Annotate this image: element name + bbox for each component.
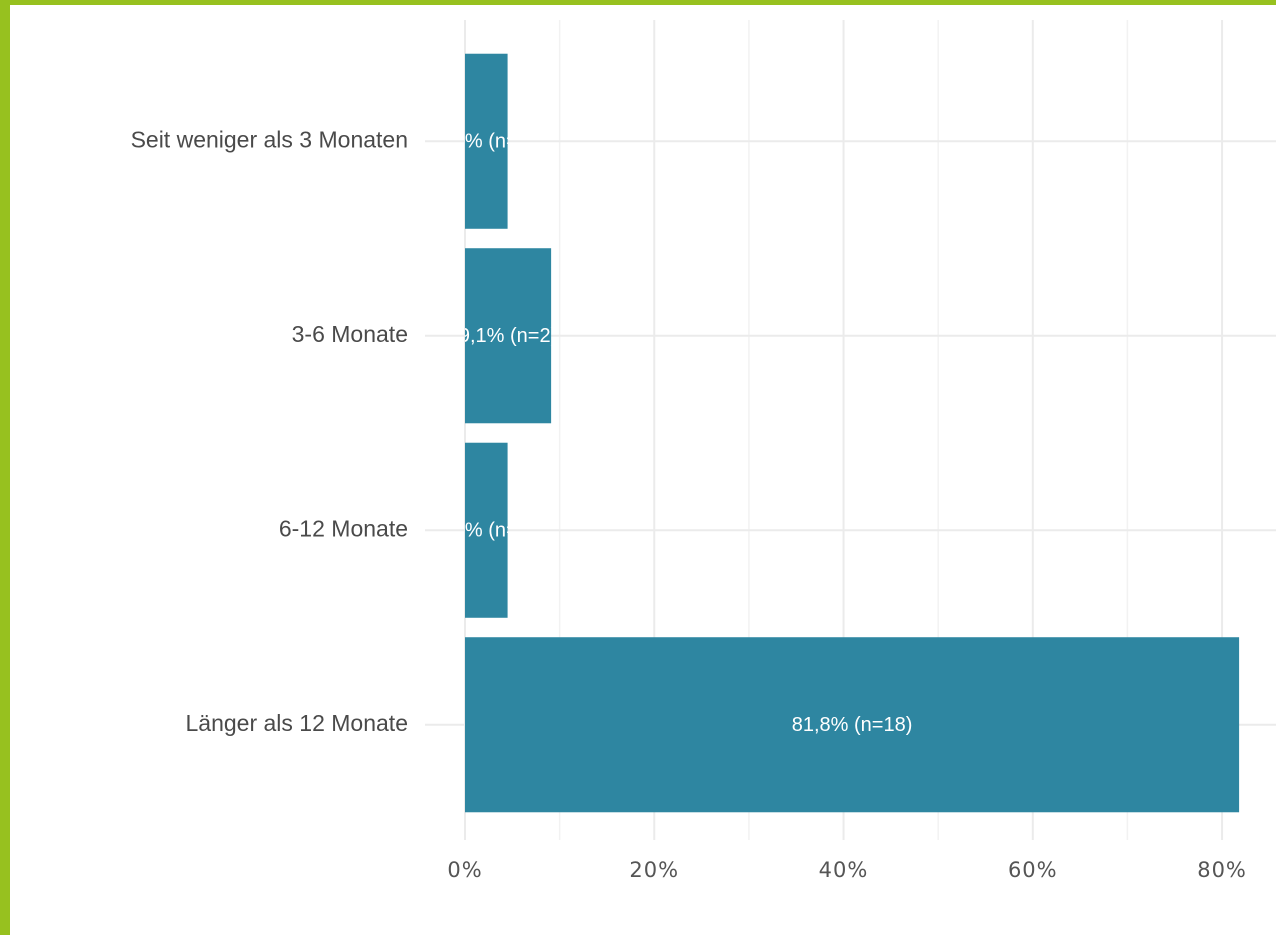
value-label: 9,1% (n=2) xyxy=(459,325,557,347)
bar xyxy=(465,442,508,618)
y-tick-label: Seit weniger als 3 Monaten xyxy=(131,126,408,152)
x-tick-label: 60% xyxy=(1008,858,1058,882)
x-tick-label: 0% xyxy=(447,858,482,882)
x-tick-label: 20% xyxy=(629,858,679,882)
bar xyxy=(465,53,508,229)
x-tick-label: 80% xyxy=(1197,858,1247,882)
top-border xyxy=(0,0,1276,5)
x-tick-label: 40% xyxy=(819,858,869,882)
value-label: 4,5% (n=1) xyxy=(437,131,535,153)
bar xyxy=(465,248,552,424)
y-tick-label: 6-12 Monate xyxy=(279,515,408,541)
y-tick-label: 3-6 Monate xyxy=(292,321,408,347)
left-border xyxy=(0,0,10,935)
value-label: 81,8% (n=18) xyxy=(792,714,913,736)
y-tick-label: Länger als 12 Monate xyxy=(186,710,409,736)
value-label: 4,5% (n=1) xyxy=(437,520,535,542)
bar xyxy=(465,637,1240,813)
